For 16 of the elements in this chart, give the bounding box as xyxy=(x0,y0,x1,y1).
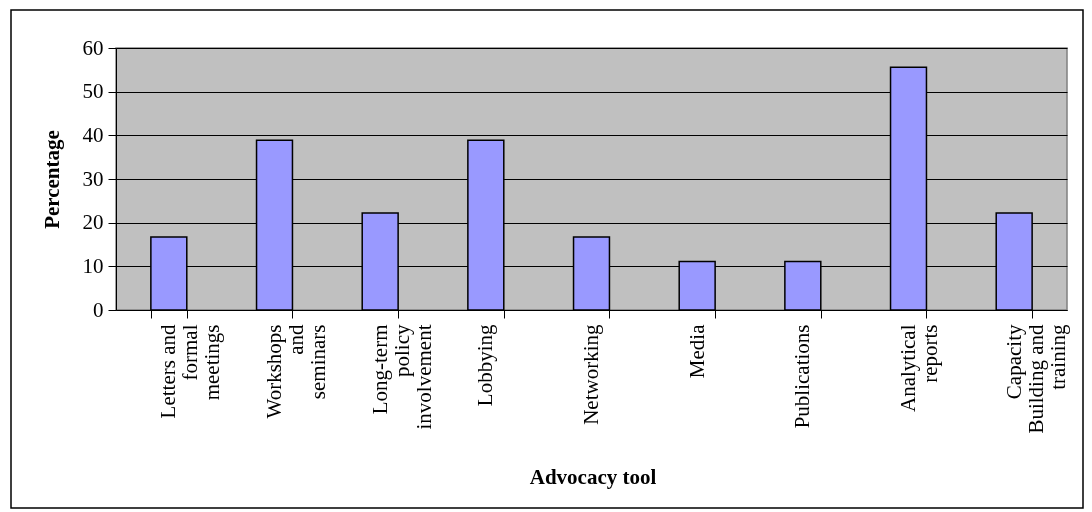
x-tick-label: Letters and formal meetings xyxy=(156,324,225,419)
y-tick-label: 30 xyxy=(82,166,104,191)
x-tick-label: Analytical reports xyxy=(896,324,942,412)
y-tick-label: 20 xyxy=(82,210,104,235)
x-tick-label: Media xyxy=(684,323,709,379)
x-tick-label: Lobbying xyxy=(473,324,498,407)
x-axis-title: Advocacy tool xyxy=(529,464,657,489)
y-tick-label: 0 xyxy=(93,297,104,322)
y-axis-title: Percentage xyxy=(39,130,64,229)
y-tick-label: 10 xyxy=(82,253,104,278)
x-tick-label: Networking xyxy=(579,324,603,425)
y-tick-label: 50 xyxy=(82,79,104,104)
x-tick-label: Capacity Building and training xyxy=(1001,324,1070,434)
y-tick-label: 60 xyxy=(82,35,104,60)
y-tick-label: 40 xyxy=(82,122,104,147)
x-tick-label: Publications xyxy=(790,324,815,429)
